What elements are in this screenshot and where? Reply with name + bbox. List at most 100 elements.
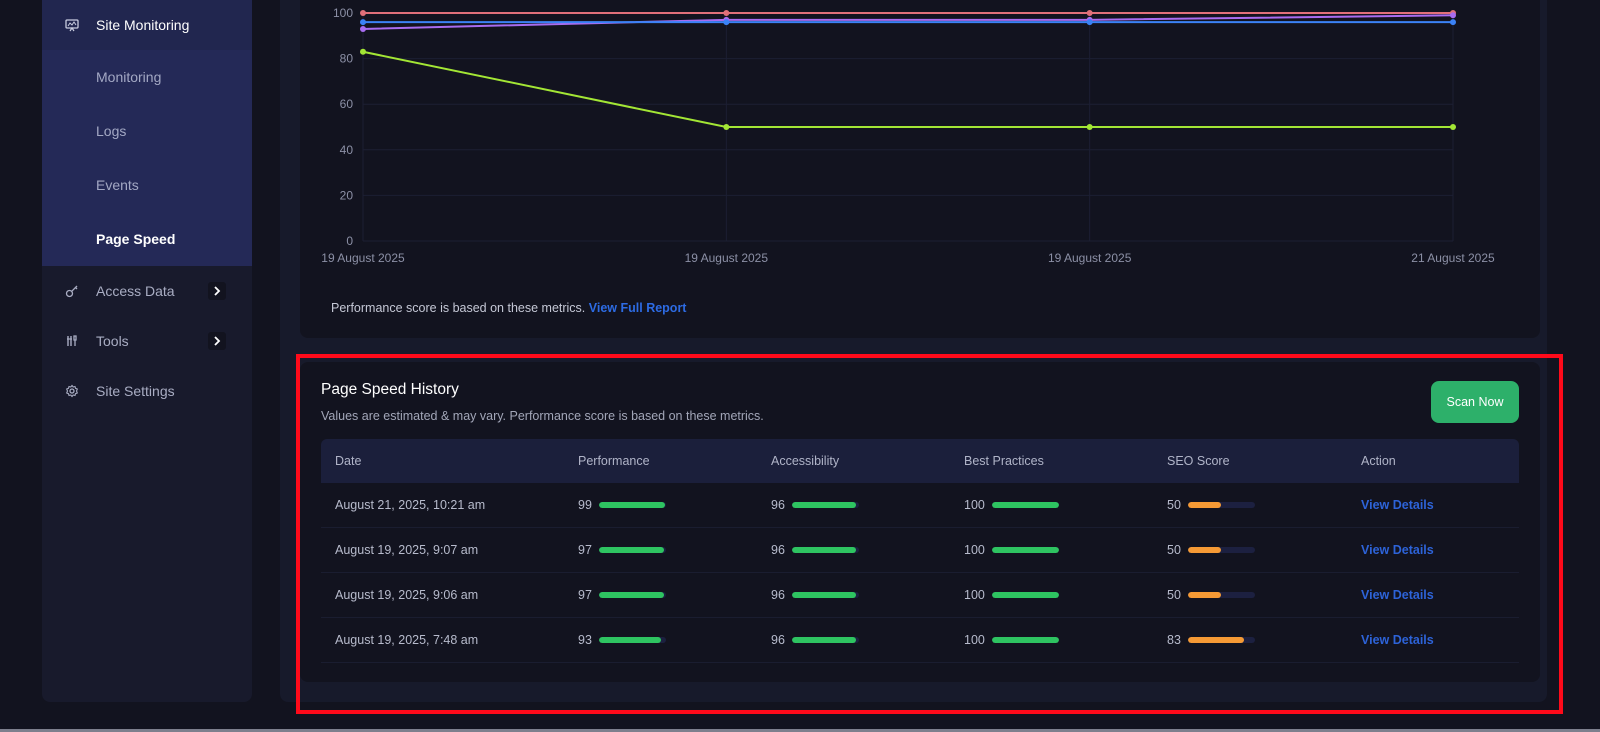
accessibility-score-cell: 96: [771, 588, 964, 602]
seo-score-bar-fill: [1187, 592, 1222, 598]
row-date: August 19, 2025, 9:06 am: [335, 588, 479, 602]
seo-score-bar-fill: [1187, 547, 1222, 553]
data-point[interactable]: [1450, 124, 1456, 130]
x-tick-label: 19 August 2025: [1048, 251, 1132, 265]
seo-score-bar: [1187, 547, 1255, 553]
data-point[interactable]: [1086, 124, 1093, 130]
sidebar: Site Monitoring Monitoring Logs Events P…: [42, 0, 252, 702]
column-header-date[interactable]: Date: [335, 454, 362, 468]
row-date: August 21, 2025, 10:21 am: [335, 498, 486, 512]
performance-score-bar: [598, 502, 666, 508]
view-full-report-link[interactable]: View Full Report: [588, 301, 687, 315]
accessibility-score-value: 96: [771, 633, 785, 647]
accessibility-score-value: 96: [771, 498, 785, 512]
section-title: Page Speed History: [321, 381, 459, 398]
seo-score-bar-fill: [1187, 637, 1244, 643]
data-point[interactable]: [723, 10, 730, 16]
accessibility-score-bar: [791, 592, 859, 598]
sidebar-item-label: Tools: [96, 333, 129, 349]
best-practices-score-bar-fill: [991, 637, 1059, 643]
best-practices-score-bar: [991, 547, 1059, 553]
performance-score-cell: 97: [578, 588, 771, 602]
data-point[interactable]: [360, 10, 366, 16]
column-header-best-practices[interactable]: Best Practices: [964, 454, 1044, 468]
best-practices-score-bar-fill: [991, 592, 1059, 598]
sidebar-subitem-page-speed[interactable]: Page Speed: [42, 212, 252, 266]
view-details-link[interactable]: View Details: [1361, 588, 1434, 602]
accessibility-score-bar-fill: [791, 502, 857, 508]
gear-icon: [64, 383, 80, 399]
table-row: August 19, 2025, 9:07 am 97 96 100 50 Vi…: [321, 528, 1519, 573]
x-tick-label: 19 August 2025: [321, 251, 405, 265]
data-point[interactable]: [360, 48, 366, 55]
data-point[interactable]: [723, 19, 730, 26]
view-details-link[interactable]: View Details: [1361, 498, 1434, 512]
series-line: [362, 14, 1454, 30]
accessibility-score-cell: 96: [771, 543, 964, 557]
view-details-link[interactable]: View Details: [1361, 543, 1434, 557]
performance-score-bar-fill: [598, 502, 666, 508]
performance-score-bar-fill: [598, 637, 662, 643]
performance-score-bar: [598, 592, 666, 598]
data-point[interactable]: [1086, 10, 1093, 16]
best-practices-score-bar: [991, 637, 1059, 643]
best-practices-score-bar: [991, 592, 1059, 598]
column-header-seo-score[interactable]: SEO Score: [1167, 454, 1230, 468]
best-practices-score-bar-fill: [991, 502, 1059, 508]
y-tick-label: 80: [340, 52, 354, 66]
column-header-accessibility[interactable]: Accessibility: [771, 454, 840, 468]
table-header: Date Performance Accessibility Best Prac…: [321, 439, 1519, 483]
seo-score-bar: [1187, 592, 1255, 598]
best-practices-score-bar-fill: [991, 547, 1059, 553]
accessibility-score-bar-fill: [791, 637, 857, 643]
sidebar-subitem-events[interactable]: Events: [42, 158, 252, 212]
chevron-right-icon[interactable]: [208, 282, 226, 300]
seo-score-bar-fill: [1187, 502, 1222, 508]
page-speed-chart-card: 0 20 40 60 80 100 19 August 2025 19 August 2025…: [300, 0, 1540, 338]
sidebar-item-site-settings[interactable]: Site Settings: [42, 366, 252, 416]
scan-now-button[interactable]: Scan Now: [1431, 381, 1519, 423]
best-practices-score-value: 100: [964, 633, 985, 647]
column-header-performance[interactable]: Performance: [578, 454, 650, 468]
y-tick-label: 100: [333, 6, 353, 20]
x-tick-label: 19 August 2025: [685, 251, 769, 265]
data-point[interactable]: [723, 124, 730, 130]
accessibility-score-bar-fill: [791, 547, 857, 553]
y-tick-label: 20: [340, 188, 354, 202]
data-point[interactable]: [1450, 12, 1456, 19]
performance-score-cell: 99: [578, 498, 771, 512]
best-practices-score-cell: 100: [964, 588, 1167, 602]
performance-score-value: 97: [578, 543, 592, 557]
table-row: August 19, 2025, 9:06 am 97 96 100 50 Vi…: [321, 573, 1519, 618]
accessibility-score-bar: [791, 502, 859, 508]
data-point[interactable]: [1450, 19, 1456, 26]
performance-score-cell: 97: [578, 543, 771, 557]
data-point[interactable]: [360, 25, 366, 32]
view-details-link[interactable]: View Details: [1361, 633, 1434, 647]
accessibility-score-bar: [791, 637, 859, 643]
data-point[interactable]: [360, 19, 366, 26]
accessibility-score-value: 96: [771, 588, 785, 602]
sidebar-subitem-label: Page Speed: [96, 231, 176, 247]
best-practices-score-value: 100: [964, 543, 985, 557]
seo-score-value: 83: [1167, 633, 1181, 647]
sidebar-item-tools[interactable]: Tools: [42, 316, 252, 366]
seo-score-bar: [1187, 502, 1255, 508]
action-cell: View Details: [1361, 633, 1519, 647]
sidebar-item-access-data[interactable]: Access Data: [42, 266, 252, 316]
sidebar-item-label: Site Monitoring: [96, 17, 190, 33]
sidebar-item-site-monitoring[interactable]: Site Monitoring: [42, 0, 252, 50]
performance-score-value: 93: [578, 633, 592, 647]
chart-note: Performance score is based on these metr…: [331, 301, 686, 315]
accessibility-score-cell: 96: [771, 633, 964, 647]
seo-score-cell: 50: [1167, 588, 1361, 602]
chevron-right-icon[interactable]: [208, 332, 226, 350]
sidebar-subitem-monitoring[interactable]: Monitoring: [42, 50, 252, 104]
data-point[interactable]: [1086, 19, 1093, 26]
performance-score-bar: [598, 547, 666, 553]
column-header-action: Action: [1361, 454, 1396, 468]
sidebar-subitem-logs[interactable]: Logs: [42, 104, 252, 158]
table-row: August 21, 2025, 10:21 am 99 96 100 50 V…: [321, 483, 1519, 528]
seo-score-value: 50: [1167, 498, 1181, 512]
seo-score-cell: 50: [1167, 543, 1361, 557]
